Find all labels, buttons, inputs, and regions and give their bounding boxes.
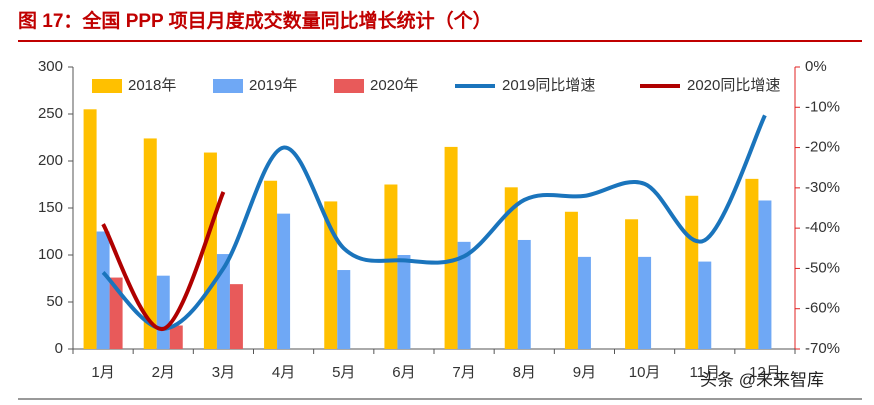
watermark: 头条 @未来智库 [700, 370, 824, 389]
x-tick-label: 7月 [452, 364, 475, 381]
x-tick-label: 11月 [689, 364, 720, 381]
bar [577, 256, 591, 349]
y2-tick-label: 0% [805, 58, 827, 75]
y-tick-label: 100 [38, 246, 63, 263]
bar [625, 219, 639, 349]
y2-tick-label: -10% [805, 98, 840, 115]
bar [384, 184, 398, 349]
y2-tick-label: -50% [805, 259, 840, 276]
bar [685, 195, 699, 349]
bar [638, 256, 652, 349]
bar [457, 241, 471, 349]
bar [758, 200, 772, 349]
legend-label: 2020同比增速 [687, 77, 780, 94]
bar [83, 109, 97, 349]
bar [517, 239, 531, 349]
y2-tick-label: -30% [805, 179, 840, 196]
y-tick-label: 0 [55, 340, 63, 357]
bar [277, 213, 291, 349]
x-tick-label: 12月 [749, 364, 781, 381]
bar [169, 325, 183, 349]
x-tick-label: 4月 [272, 364, 295, 381]
bar [698, 261, 712, 349]
legend-label: 2020年 [370, 77, 418, 94]
y2-tick-label: -20% [805, 139, 840, 156]
legend-label: 2019同比增速 [502, 77, 595, 94]
bar [156, 275, 170, 349]
bar [96, 231, 110, 349]
bar [216, 254, 230, 349]
y2-tick-label: -40% [805, 219, 840, 236]
legend-label: 2018年 [128, 77, 176, 94]
x-tick-label: 6月 [392, 364, 415, 381]
x-tick-label: 1月 [91, 364, 114, 381]
chart-title: 图 17：全国 PPP 项目月度成交数量同比增长统计（个） [18, 9, 492, 32]
y-tick-label: 50 [46, 293, 63, 310]
x-tick-label: 5月 [332, 364, 355, 381]
bar [444, 146, 458, 349]
bar [264, 180, 278, 349]
legend-swatch [334, 79, 364, 93]
legend-label: 2019年 [249, 77, 297, 94]
x-tick-label: 8月 [513, 364, 536, 381]
line [101, 114, 767, 331]
bar [203, 152, 217, 349]
bar [109, 277, 123, 349]
y-tick-label: 300 [38, 58, 63, 75]
bar [397, 255, 411, 349]
x-tick-label: 10月 [629, 364, 661, 381]
x-tick-label: 9月 [573, 364, 596, 381]
line [101, 191, 226, 331]
legend-swatch [92, 79, 122, 93]
bar [745, 178, 759, 349]
y-tick-label: 200 [38, 152, 63, 169]
y2-tick-label: -70% [805, 340, 840, 357]
y-tick-label: 150 [38, 199, 63, 216]
x-tick-label: 3月 [212, 364, 235, 381]
bar [337, 270, 351, 349]
y-tick-label: 250 [38, 105, 63, 122]
y2-tick-label: -60% [805, 300, 840, 317]
bar [143, 138, 157, 349]
legend-swatch [213, 79, 243, 93]
bar [229, 284, 243, 349]
x-tick-label: 2月 [152, 364, 175, 381]
bar [504, 187, 518, 349]
bar [564, 211, 578, 349]
bar [324, 201, 338, 349]
